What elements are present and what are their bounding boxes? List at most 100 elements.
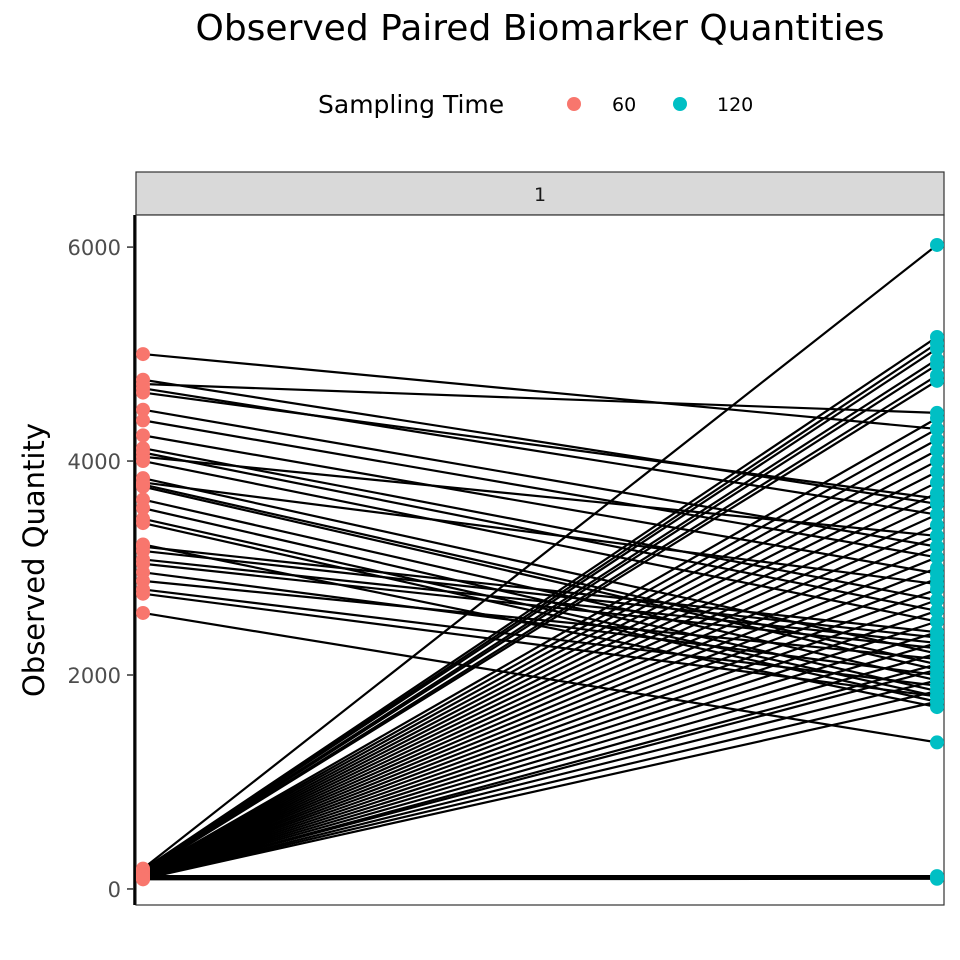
point-time-120 (930, 550, 944, 565)
pair-line (142, 460, 938, 876)
point-time-120 (930, 673, 944, 688)
pair-line (142, 599, 938, 879)
legend: Sampling Time 60 120 (318, 90, 753, 119)
point-time-120 (930, 528, 944, 543)
pair-line (142, 347, 938, 872)
pair-line (142, 434, 938, 575)
legend-marker-120 (673, 97, 687, 111)
pair-line (142, 507, 938, 693)
facet-strip-background (135, 171, 945, 216)
pair-line (142, 641, 938, 879)
pair-line (142, 588, 938, 687)
legend-label-120: 120 (717, 94, 753, 116)
pair-line (142, 588, 938, 878)
point-time-120 (930, 432, 944, 447)
pair-line (142, 382, 938, 415)
point-time-60 (136, 605, 150, 620)
point-time-120 (930, 625, 944, 640)
pair-line (142, 700, 938, 880)
pair-line (142, 336, 938, 871)
pair-line (142, 502, 938, 877)
point-time-120 (930, 486, 944, 501)
point-time-120 (930, 421, 944, 436)
point-time-120 (930, 454, 944, 469)
point-time-120 (930, 635, 944, 650)
pair-line (142, 342, 938, 872)
legend-label-60: 60 (612, 94, 636, 116)
pair-line (142, 609, 938, 879)
pair-line (142, 492, 938, 876)
pair-line (142, 417, 938, 875)
pair-line (142, 545, 938, 877)
point-time-120 (930, 496, 944, 511)
point-time-120 (930, 518, 944, 533)
pair-line (142, 459, 938, 623)
point-time-120 (930, 357, 944, 372)
pair-line (142, 577, 938, 878)
point-time-60 (136, 479, 150, 494)
point-time-60 (136, 454, 150, 469)
point-time-120 (930, 614, 944, 629)
y-axis-title: Observed Quantity (17, 423, 51, 697)
pair-line (142, 524, 938, 877)
point-time-120 (930, 603, 944, 618)
y-tick-label: 2000 (68, 664, 121, 688)
y-tick-label: 6000 (68, 236, 121, 260)
point-time-60 (136, 516, 150, 531)
pair-line (142, 391, 938, 500)
point-time-120 (930, 507, 944, 522)
pair-line (142, 668, 938, 880)
y-tick-label: 4000 (68, 450, 121, 474)
point-time-120 (930, 475, 944, 490)
pair-line (142, 877, 938, 881)
facet-strip: 1 (135, 171, 945, 216)
point-time-60 (136, 402, 150, 417)
pair-line (142, 481, 938, 876)
point-time-120 (930, 237, 944, 252)
pair-line (142, 374, 938, 874)
pair-line (142, 244, 938, 870)
pair-line (142, 549, 938, 639)
pair-line (142, 455, 938, 538)
chart-title: Observed Paired Biomarker Quantities (195, 8, 885, 49)
pair-line (142, 534, 938, 877)
pair-line (142, 378, 938, 505)
point-time-60 (136, 586, 150, 601)
pair-lines (142, 244, 938, 881)
data-points (136, 237, 944, 887)
point-time-60 (136, 501, 150, 516)
pair-line (142, 379, 938, 874)
pair-line (142, 427, 938, 875)
point-time-120 (930, 411, 944, 426)
pair-line (142, 545, 938, 634)
point-time-120 (930, 694, 944, 709)
point-time-60 (136, 347, 150, 362)
pair-line (142, 358, 938, 873)
point-time-120 (930, 571, 944, 586)
point-time-60 (136, 413, 150, 428)
point-time-120 (930, 539, 944, 554)
pair-line (142, 652, 938, 880)
point-time-120 (930, 684, 944, 699)
pair-line (142, 470, 938, 876)
point-time-120 (930, 561, 944, 576)
pair-line (142, 449, 938, 875)
point-time-60 (136, 428, 150, 443)
point-time-120 (930, 464, 944, 479)
pair-line (142, 556, 938, 878)
point-time-120 (930, 593, 944, 608)
pair-line (142, 513, 938, 877)
point-time-120 (930, 582, 944, 597)
pair-line (142, 689, 938, 880)
y-tick-label: 0 (108, 878, 121, 902)
pair-line (142, 438, 938, 875)
point-time-120 (930, 871, 944, 886)
pair-line (142, 419, 938, 559)
pair-line (142, 352, 938, 431)
point-time-120 (930, 373, 944, 388)
point-time-120 (930, 646, 944, 661)
point-time-120 (930, 735, 944, 750)
pair-line (142, 363, 938, 873)
legend-marker-60 (567, 97, 581, 111)
